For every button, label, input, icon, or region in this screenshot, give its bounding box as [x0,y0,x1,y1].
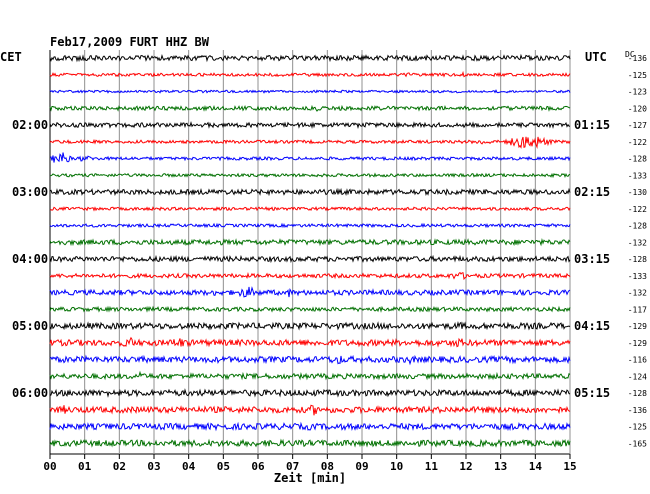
dc-value-label: -122 [628,205,647,214]
x-tick-label: 11 [425,460,439,473]
cet-axis-label: CET [0,50,22,64]
seismic-trace [49,286,571,298]
x-tick-label: 15 [563,460,576,473]
x-tick-label: 03 [147,460,160,473]
seismic-trace [49,254,571,264]
x-tick-label: 04 [182,460,196,473]
seismic-trace [49,336,571,348]
dc-value-label: -128 [628,155,647,164]
seismic-trace [49,104,571,112]
x-tick-label: 06 [251,460,265,473]
seismic-trace [49,370,571,381]
chart-title: Feb17,2009 FURT HHZ BW [50,35,210,49]
plot-labels: Feb17,2009 FURT HHZ BW CET UTC DC Zeit [… [0,35,647,485]
utc-axis-label: UTC [585,50,607,64]
utc-hour-label: 01:15 [574,118,610,132]
x-tick-label: 01 [78,460,92,473]
x-tick-label: 12 [459,460,472,473]
dc-value-label: -127 [628,121,647,130]
dc-value-label: -128 [628,255,647,264]
x-tick-label: 02 [113,460,126,473]
seismic-trace [49,172,571,179]
dc-value-label: -123 [628,88,647,97]
x-tick-label: 07 [286,460,299,473]
dc-value-label: -117 [628,305,647,314]
x-tick-label: 00 [43,460,56,473]
x-tick-label: 05 [217,460,230,473]
cet-hour-label: 06:00 [12,386,48,400]
seismic-trace [49,89,571,94]
seismic-trace [49,271,571,281]
seismic-trace [49,222,571,229]
utc-hour-label: 05:15 [574,386,610,400]
seismic-trace [49,305,571,313]
dc-header: DC [625,50,635,59]
dc-value-label: -128 [628,222,647,231]
x-axis-label: Zeit [min] [274,471,346,485]
dc-value-label: -133 [628,171,647,180]
dc-value-label: -125 [628,71,647,80]
x-tick-label: 13 [494,460,507,473]
seismic-trace [49,438,571,448]
cet-hour-label: 04:00 [12,252,48,266]
x-tick-label: 14 [529,460,543,473]
dc-value-label: -125 [628,423,647,432]
seismic-trace [49,70,571,78]
seismic-trace [49,187,571,197]
seismic-traces [49,53,571,448]
seismic-trace [49,320,571,331]
x-tick-label: 08 [321,460,334,473]
seismic-trace [49,152,571,163]
seismic-trace [49,206,571,212]
seismic-trace [49,388,571,398]
utc-hour-label: 02:15 [574,185,610,199]
dc-value-label: -132 [628,289,647,298]
x-tick-label: 10 [390,460,403,473]
dc-value-label: -136 [628,54,647,63]
dc-value-label: -116 [628,356,647,365]
cet-hour-label: 02:00 [12,118,48,132]
plot-grid [49,50,571,459]
dc-value-label: -122 [628,138,647,147]
dc-value-label: -132 [628,238,647,247]
dc-value-label: -129 [628,322,647,331]
cet-hour-label: 03:00 [12,185,48,199]
seismic-trace [49,53,571,63]
seismic-trace [49,136,571,149]
dc-value-label: -120 [628,104,647,113]
dc-value-label: -165 [628,439,647,448]
seismic-trace [49,238,571,247]
x-tick-label: 09 [355,460,368,473]
cet-hour-label: 05:00 [12,319,48,333]
dc-value-label: -133 [628,272,647,281]
utc-hour-label: 04:15 [574,319,610,333]
dc-value-label: -128 [628,389,647,398]
utc-hour-label: 03:15 [574,252,610,266]
dc-value-label: -130 [628,188,647,197]
seismic-trace [49,354,571,366]
dc-value-label: -129 [628,339,647,348]
dc-value-label: -136 [628,406,647,415]
seismic-trace [49,404,571,416]
seismic-trace [49,421,571,432]
seismic-trace [49,121,571,129]
dc-value-label: -124 [628,372,647,381]
